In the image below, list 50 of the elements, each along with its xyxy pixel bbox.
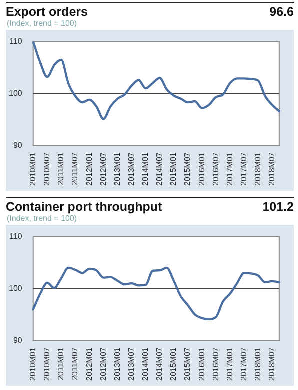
line-series bbox=[32, 42, 280, 120]
x-tick-label: 2013M07 bbox=[126, 152, 136, 186]
x-tick-label: 2014M07 bbox=[155, 152, 164, 186]
x-tick-label: 2010M01 bbox=[28, 152, 38, 186]
x-tick-label: 2015M07 bbox=[183, 152, 192, 186]
x-tick-label: 2018M07 bbox=[268, 347, 277, 381]
y-tick-label: 90 bbox=[13, 336, 23, 345]
x-tick-label: 2017M07 bbox=[239, 152, 248, 186]
x-tick-label: 2013M01 bbox=[112, 152, 122, 186]
chart-title: Container port throughput bbox=[6, 200, 162, 214]
line-series bbox=[32, 266, 280, 320]
x-tick-label: 2012M01 bbox=[84, 152, 94, 186]
x-tick-label: 2015M01 bbox=[169, 152, 178, 186]
x-tick-label: 2013M07 bbox=[126, 347, 136, 381]
x-tick-label: 2011M07 bbox=[70, 347, 80, 380]
y-tick-label: 110 bbox=[10, 232, 23, 242]
x-tick-label: 2016M07 bbox=[211, 152, 220, 186]
x-tick-label: 2015M07 bbox=[183, 347, 192, 381]
x-tick-label: 2014M01 bbox=[141, 152, 150, 186]
x-tick-label: 2012M07 bbox=[98, 347, 108, 381]
x-tick-label: 2018M01 bbox=[254, 152, 263, 186]
chart-title: Export orders bbox=[6, 5, 88, 19]
x-tick-label: 2013M01 bbox=[112, 347, 122, 381]
x-tick-label: 2018M01 bbox=[254, 347, 263, 381]
y-tick-label: 90 bbox=[13, 140, 23, 150]
x-tick-label: 2012M07 bbox=[98, 152, 108, 186]
x-tick-label: 2011M01 bbox=[56, 347, 66, 380]
x-tick-label: 2016M07 bbox=[211, 347, 220, 381]
x-tick-label: 2011M07 bbox=[70, 152, 80, 186]
text: 101.2 bbox=[262, 200, 294, 214]
x-tick-label: 2014M01 bbox=[141, 347, 150, 381]
chart-subtitle: (Index, trend = 100) bbox=[7, 214, 78, 223]
text: 96.6 bbox=[270, 5, 294, 19]
x-tick-label: 2017M07 bbox=[239, 347, 248, 381]
x-tick-label: 2016M01 bbox=[197, 347, 206, 381]
x-tick-label: 2010M07 bbox=[42, 152, 52, 186]
x-tick-label: 2010M01 bbox=[28, 347, 38, 381]
x-tick-label: 2012M01 bbox=[84, 347, 94, 381]
chart-subtitle: (Index, trend = 100) bbox=[7, 19, 78, 28]
y-tick-label: 110 bbox=[10, 37, 23, 46]
y-tick-label: 100 bbox=[8, 284, 23, 293]
x-tick-label: 2017M01 bbox=[225, 152, 234, 186]
x-tick-label: 2015M01 bbox=[169, 347, 178, 381]
x-tick-label: 2017M01 bbox=[225, 347, 234, 381]
x-tick-label: 2016M01 bbox=[197, 152, 206, 186]
y-tick-label: 100 bbox=[8, 88, 23, 98]
x-tick-label: 2010M07 bbox=[42, 347, 52, 381]
x-tick-label: 2011M01 bbox=[56, 152, 66, 186]
x-tick-label: 2018M07 bbox=[268, 152, 277, 186]
x-tick-label: 2014M07 bbox=[155, 347, 164, 381]
